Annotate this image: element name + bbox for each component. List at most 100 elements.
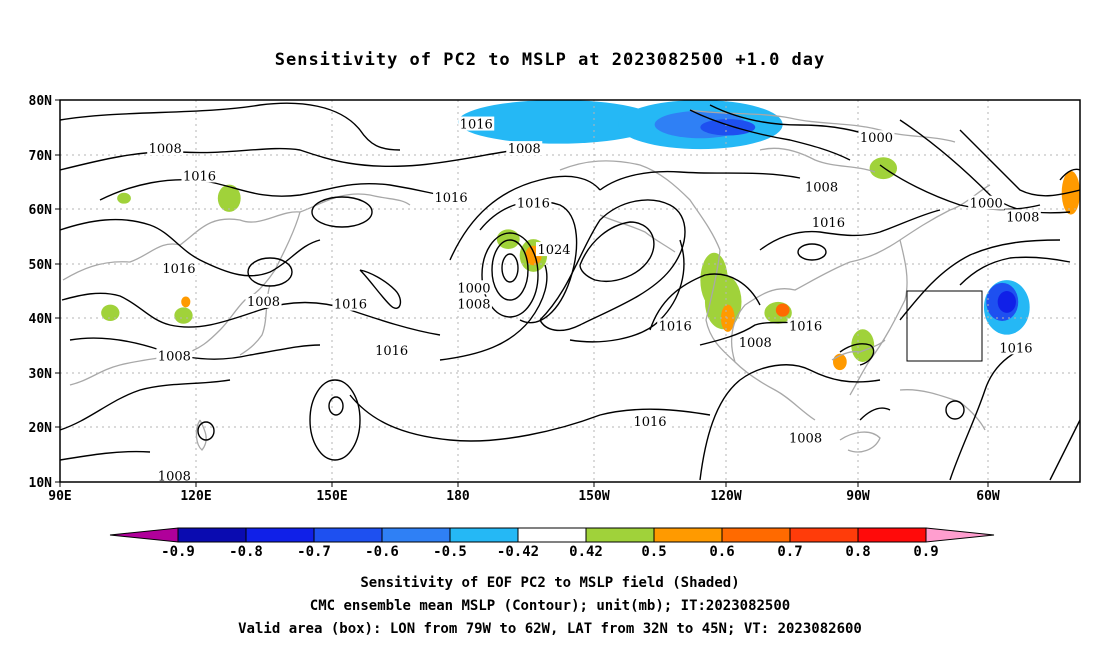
contour-label: 1016 [633,415,666,430]
lat-label: 20N [29,421,53,436]
contour-label-bg [858,130,895,145]
lat-label: 80N [29,94,53,109]
mslp-contours [60,102,1080,481]
lat-label: 50N [29,258,53,273]
contour-label: 1008 [247,295,280,310]
colorbar-min-triangle [109,527,179,543]
lat-label: 30N [29,367,53,382]
colorbar-segment [177,527,247,543]
colorbar-tick-label: 0.7 [777,544,802,560]
shading-patch [997,291,1016,313]
shading-patch [775,303,790,317]
contour-label-bg [455,280,492,295]
contour-label-bg [737,334,774,349]
contour-label: 1008 [1006,210,1039,225]
colorbar-tick-label: 0.8 [845,544,870,560]
shading-patch [117,192,131,204]
contour-label-bg [657,318,694,333]
lon-label: 150E [316,489,347,504]
contour-label-bg [997,340,1034,355]
map-frame [59,99,1081,483]
contour-label-bg [455,296,492,311]
lon-label: 90E [48,489,71,504]
shading-patch [700,119,756,136]
shading-patch [101,304,120,322]
contour-label: 1000 [970,197,1003,212]
contour-label: 1008 [158,470,191,485]
shading-patch [851,329,875,362]
shading-patch [457,100,660,144]
contour-label-bg [373,343,410,358]
contour-label: 1016 [659,319,692,334]
contour-label: 1000 [860,131,893,146]
contour-label-bg [156,468,193,483]
contour-label: 1000 [457,281,490,296]
caption-line-2: CMC ensemble mean MSLP (Contour); unit(m… [309,598,791,614]
contour-label-bg [506,141,543,156]
shading-patch [174,307,193,324]
shading-patch [496,229,520,249]
colorbar-tick-label: -0.42 [497,544,539,560]
contour-label: 1016 [789,319,822,334]
lat-label: 10N [29,476,53,491]
colorbar-segment [721,527,791,543]
colorbar-tick-label: 0.5 [641,544,666,560]
caption-line-1: Sensitivity of EOF PC2 to MSLP field (Sh… [360,575,740,591]
contour-label-bg [332,296,369,311]
contour-label: 1016 [460,118,493,133]
shading-patch [181,296,191,308]
lon-label: 150W [578,489,609,504]
colorbar-segment [789,527,859,543]
contour-label: 1008 [739,336,772,351]
contour-label-bg [632,413,669,428]
contour-label: 1008 [508,142,541,157]
lon-label: 120E [180,489,211,504]
colorbar-segment [585,527,655,543]
colorbar-tick-label: 0.6 [709,544,734,560]
contour-label: 1024 [537,243,570,258]
colorbar-tick-label: -0.5 [433,544,467,560]
contour-label: 1008 [158,349,191,364]
caption-line-3: Valid area (box): LON from 79W to 62W, L… [238,621,862,637]
contour-label-bg [787,318,824,333]
contour-label: 1016 [999,341,1032,356]
contour-label-bg [245,293,282,308]
lon-label: 60W [976,489,1000,504]
contour-label-bg [1004,209,1041,224]
map-title: Sensitivity of PC2 to MSLP at 2023082500… [274,50,826,70]
colorbar: -0.9 -0.8 -0.7 -0.6 -0.5 -0.42 0.42 0.5 0.6 0.7 0.… [109,527,995,560]
contour-label: 1016 [375,344,408,359]
colorbar-tick-label: -0.9 [161,544,195,560]
contour-label-bg [803,179,840,194]
contour-label-bg [458,116,495,131]
contour-label: 1016 [334,298,367,313]
lat-label: 40N [29,312,53,327]
colorbar-tick-label: -0.6 [365,544,399,560]
contour-label: 1008 [789,431,822,446]
lon-axis: 90E 120E 150E 180 150W 120W 90W 60W [48,482,1000,504]
valid-area-box [906,290,983,362]
lat-label: 70N [29,149,53,164]
colorbar-tick-label: -0.8 [229,544,263,560]
lon-label: 120W [710,489,741,504]
colorbar-segment [653,527,723,543]
contour-label-bg [156,348,193,363]
colorbar-segment [313,527,383,543]
colorbar-max-triangle [925,527,995,543]
lat-axis: 80N 70N 60N 50N 40N 30N 20N 10N [29,94,60,491]
contour-label-bg [433,190,470,205]
colorbar-segment [857,527,927,543]
contour-label: 1008 [149,142,182,157]
contour-label-bg [181,168,218,183]
lat-label: 60N [29,203,53,218]
contour-label-bg [535,242,572,257]
colorbar-segment [449,527,519,543]
contour-label-bg [968,195,1005,210]
contour-label-bg [147,141,184,156]
colorbar-tick-label: -0.7 [297,544,331,560]
contour-label: 1016 [435,191,468,206]
colorbar-segment [517,527,587,543]
shading-patch [217,184,241,212]
